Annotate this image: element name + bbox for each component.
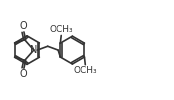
Text: OCH₃: OCH₃ [73,66,97,75]
Text: OCH₃: OCH₃ [49,25,73,34]
Text: O: O [19,69,27,79]
Text: O: O [19,21,27,31]
Text: N: N [30,45,37,55]
